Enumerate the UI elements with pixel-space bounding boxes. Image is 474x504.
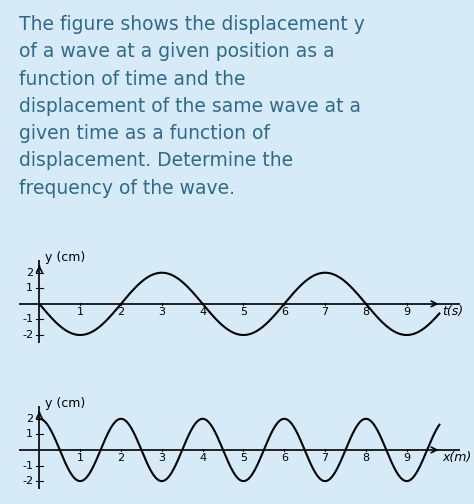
Text: 9: 9 (403, 306, 410, 317)
Text: x(m): x(m) (443, 451, 472, 464)
Text: 2: 2 (26, 268, 33, 278)
Text: 3: 3 (158, 306, 165, 317)
Text: 7: 7 (321, 453, 328, 463)
Text: 6: 6 (281, 453, 288, 463)
Text: y (cm): y (cm) (46, 251, 86, 264)
Text: 1: 1 (26, 283, 33, 293)
Text: 1: 1 (77, 453, 84, 463)
Text: 3: 3 (158, 453, 165, 463)
Text: 6: 6 (281, 306, 288, 317)
Text: -1: -1 (22, 314, 33, 325)
Text: 2: 2 (118, 453, 125, 463)
Text: -1: -1 (22, 461, 33, 471)
Text: 1: 1 (26, 429, 33, 439)
Text: 4: 4 (199, 453, 206, 463)
Text: 8: 8 (362, 453, 369, 463)
Text: 5: 5 (240, 453, 247, 463)
Text: -2: -2 (22, 476, 33, 486)
Text: 5: 5 (240, 306, 247, 317)
Text: -2: -2 (22, 330, 33, 340)
Text: y (cm): y (cm) (46, 397, 86, 410)
Text: 4: 4 (199, 306, 206, 317)
Text: 2: 2 (26, 414, 33, 424)
Text: 1: 1 (77, 306, 84, 317)
Text: 9: 9 (403, 453, 410, 463)
Text: 8: 8 (362, 306, 369, 317)
Text: The figure shows the displacement y
of a wave at a given position as a
function : The figure shows the displacement y of a… (19, 15, 365, 198)
Text: 2: 2 (118, 306, 125, 317)
Text: t(s): t(s) (443, 304, 464, 318)
Text: 7: 7 (321, 306, 328, 317)
